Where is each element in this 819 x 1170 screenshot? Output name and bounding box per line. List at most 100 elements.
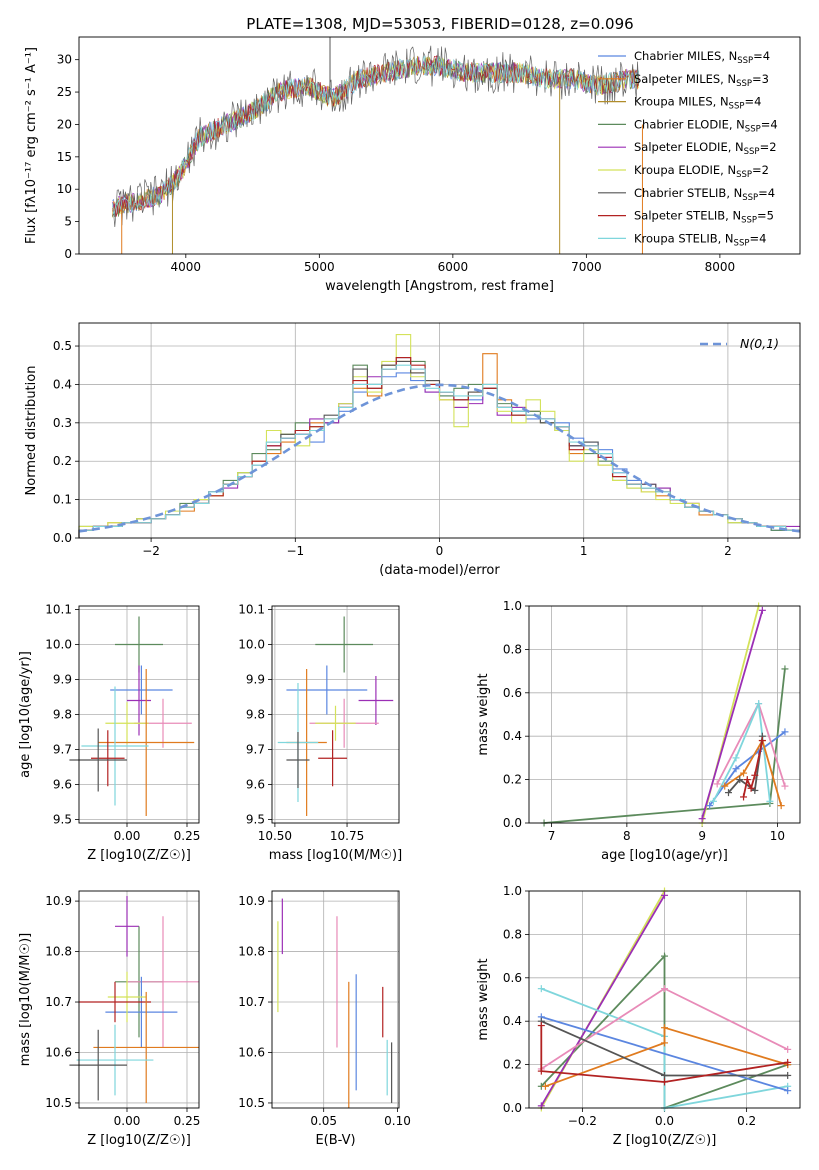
- legend-label-tail: =2: [752, 163, 769, 177]
- weight-line: [541, 1016, 788, 1092]
- y-tick-label: 10.8: [45, 945, 72, 959]
- x-tick-label: 1: [580, 544, 588, 558]
- y-tick-label: 9.7: [53, 743, 72, 757]
- y-tick-label: 25: [57, 85, 72, 99]
- y-tick-label: 10.7: [238, 995, 265, 1009]
- weight-line: [544, 668, 786, 824]
- legend-label: Chabrier MILES, NSSP=4: [634, 49, 770, 66]
- y-tick-label: 0.2: [503, 1058, 522, 1072]
- y-axis-label: mass weight: [476, 673, 491, 755]
- legend-label-main: Chabrier STELIB, N: [634, 186, 742, 200]
- legend-label: N(0,1): [740, 336, 779, 351]
- histogram-step: [78, 364, 800, 538]
- legend-label-main: Salpeter STELIB, N: [634, 209, 741, 223]
- legend-label-tail: =4: [749, 231, 766, 245]
- legend-label-tail: =3: [752, 72, 769, 86]
- legend-label-main: Chabrier MILES, N: [634, 49, 737, 63]
- x-axis-label: Z [log10(Z/Z☉)]: [613, 1133, 717, 1148]
- y-tick-label: 5: [64, 215, 72, 229]
- y-tick-label: 0.2: [53, 454, 72, 468]
- y-tick-label: 0.1: [53, 493, 72, 507]
- weight-line: [727, 736, 764, 794]
- y-tick-label: 0.6: [503, 971, 522, 985]
- legend-label: Chabrier STELIB, NSSP=4: [634, 186, 775, 203]
- legend-label-sub: SSP: [741, 216, 757, 226]
- weight-line: [724, 738, 783, 806]
- y-tick-label: 10.5: [238, 1096, 265, 1110]
- x-axis-label: (data-model)/error: [379, 563, 500, 578]
- spectrum-line: [112, 55, 640, 217]
- y-tick-label: 10.0: [238, 638, 265, 652]
- x-tick-label: 10: [770, 829, 785, 843]
- y-tick-label: 0.5: [53, 339, 72, 353]
- y-tick-label: 9.5: [53, 813, 72, 827]
- y-tick-label: 10.9: [238, 894, 265, 908]
- x-tick-label: 5000: [304, 260, 335, 274]
- x-tick-label: 10.50: [258, 829, 292, 843]
- y-axis-label: Flux [fλ10⁻¹⁷ erg cm⁻² s⁻¹ A⁻¹]: [24, 47, 39, 244]
- x-tick-label: 0.25: [174, 829, 201, 843]
- legend-label-sub: SSP: [736, 79, 752, 89]
- y-tick-label: 0.0: [503, 816, 522, 830]
- y-tick-label: 0.4: [503, 1014, 522, 1028]
- y-axis-label: age [log10(age/yr)]: [18, 651, 33, 778]
- y-tick-label: 0: [64, 247, 72, 261]
- x-tick-label: 0: [436, 544, 444, 558]
- spectrum-line: [112, 45, 640, 228]
- y-tick-label: 10: [57, 182, 72, 196]
- axes-z-mass: 0.00 0.25 10.5 10.6 10.7 10.8 10.9 Z [log10(Z/Z…: [18, 890, 200, 1148]
- x-axis-label: Z [log10(Z/Z☉)]: [87, 1133, 191, 1148]
- x-tick-label: −2: [142, 544, 160, 558]
- plot-layer: 4000 5000 6000 7000 8000051015202530waveleng…: [18, 36, 801, 1148]
- y-tick-label: 0.3: [53, 416, 72, 430]
- y-tick-label: 9.6: [53, 778, 72, 792]
- y-tick-label: 0.8: [503, 927, 522, 941]
- x-tick-label: 6000: [438, 260, 469, 274]
- y-tick-label: 30: [57, 53, 72, 67]
- y-tick-label: 15: [57, 150, 72, 164]
- axes-spectrum: 4000 5000 6000 7000 8000 0 5 10 15 20 25 30 waveleng…: [24, 36, 801, 294]
- legend-label: Salpeter ELODIE, NSSP=2: [634, 140, 777, 157]
- y-tick-label: 20: [57, 117, 72, 131]
- x-tick-label: 10.75: [330, 829, 364, 843]
- legend-label: Kroupa ELODIE, NSSP=2: [634, 163, 769, 180]
- axes-frame: [78, 322, 801, 539]
- y-tick-label: 10.7: [45, 995, 72, 1009]
- y-axis-label: mass [log10(M/M☉)]: [18, 933, 33, 1066]
- x-tick-label: 0.2: [737, 1114, 756, 1128]
- axes-frame: [271, 890, 400, 1109]
- x-tick-label: 0.10: [384, 1114, 411, 1128]
- y-tick-label: 0.4: [503, 729, 522, 743]
- axes-z-weight: −0.2 0.0 0.2 0.0 0.2 0.4 0.6 0.8 1.0 Z [log10(Z/Z…: [476, 884, 801, 1148]
- legend-label-sub: SSP: [729, 102, 745, 112]
- legend-label: Salpeter MILES, NSSP=3: [634, 72, 769, 89]
- y-tick-label: 1.0: [503, 599, 522, 613]
- legend-label-sub: SSP: [744, 147, 760, 157]
- axes-frame: [528, 890, 801, 1109]
- weight-line: [540, 1025, 788, 1083]
- y-tick-label: 10.8: [238, 945, 265, 959]
- x-tick-label: −1: [286, 544, 304, 558]
- legend-label-main: Chabrier ELODIE, N: [634, 117, 745, 131]
- x-tick-label: 7000: [571, 260, 602, 274]
- x-axis-label: mass [log10(M/M☉)]: [269, 848, 402, 863]
- y-axis-label: mass weight: [476, 958, 491, 1040]
- legend-label-main: Kroupa MILES, N: [634, 95, 729, 109]
- weight-line: [712, 700, 771, 802]
- y-tick-label: 0.4: [53, 377, 72, 391]
- y-tick-label: 0.0: [53, 531, 72, 545]
- y-tick-label: 10.6: [238, 1045, 265, 1059]
- y-tick-label: 10.1: [45, 603, 72, 617]
- axes-age-weight: 7 8 9 10 0.0 0.2 0.4 0.6 0.8 1.0 age [log10(age/yr…: [476, 599, 801, 863]
- x-tick-label: 7: [548, 829, 556, 843]
- axes-z-age: 0.00 0.25 9.5 9.6 9.7 9.8 9.9 10.0 10.1 Z [log10(…: [18, 603, 200, 864]
- legend-label-tail: =5: [757, 209, 774, 223]
- y-tick-label: 9.8: [53, 708, 72, 722]
- x-tick-label: 8: [623, 829, 631, 843]
- x-tick-label: 2: [724, 544, 732, 558]
- y-tick-label: 9.9: [53, 673, 72, 687]
- x-tick-label: 0.00: [114, 1114, 141, 1128]
- x-axis-label: Z [log10(Z/Z☉)]: [87, 848, 191, 863]
- y-tick-label: 10.6: [45, 1045, 72, 1059]
